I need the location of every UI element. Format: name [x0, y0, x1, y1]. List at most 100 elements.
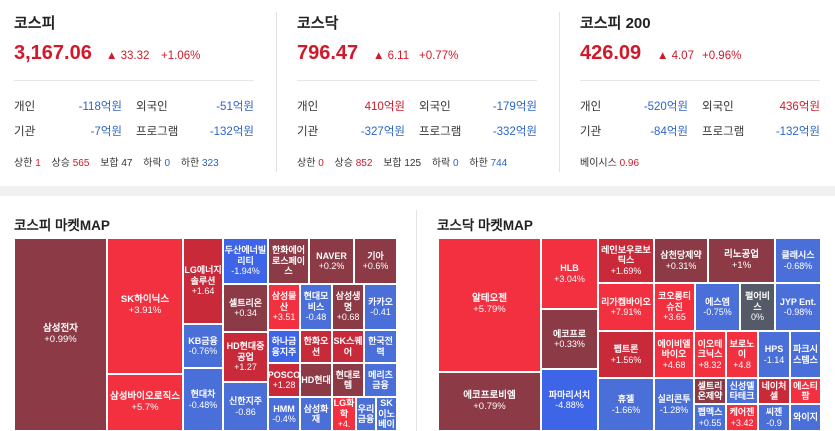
treemap-cell[interactable]: 펄어비스 0%	[740, 283, 775, 331]
treemap-cell[interactable]: HD현대중공업 +1.27	[223, 332, 268, 382]
treemap-cell[interactable]: 에코프로비엠 +0.79%	[438, 372, 541, 431]
treemap-cell[interactable]: 삼성물산 +3.51	[268, 284, 300, 330]
kospi-panel[interactable]: 코스피 3,167.06 ▲ 33.32 +1.06% 개인 -118억원 외국…	[14, 0, 264, 186]
treemap-cell[interactable]: 신한지주 -0.86	[223, 382, 268, 431]
kospi200-panel[interactable]: 코스피 200 426.09 ▲ 4.07 +0.96% 개인 -520억원 외…	[580, 0, 830, 186]
treemap-cell[interactable]: 파마리서치 -4.88%	[541, 369, 598, 431]
treemap-cell[interactable]: 휴젤 -1.66%	[598, 378, 654, 431]
flow-value: -132억원	[209, 126, 254, 138]
treemap-cell[interactable]: 와이지	[790, 404, 821, 431]
kosdaq-treemap[interactable]: 알테오젠 +5.79% 에코프로비엠 +0.79% HLB +3.04% 에코프로 +0.33…	[438, 238, 821, 431]
treemap-cell[interactable]: 신성델타테크	[726, 378, 758, 404]
breadth-label: 상한	[297, 158, 316, 169]
treemap-cell[interactable]: 에이비엘바이오 +4.68	[654, 331, 694, 378]
breadth-label: 하한	[469, 158, 488, 169]
treemap-cell[interactable]: NAVER +0.2%	[309, 238, 354, 284]
treemap-cell[interactable]: SK이노베이	[376, 397, 397, 431]
treemap-cell[interactable]: 두산에너빌리티 -1.94%	[223, 238, 268, 284]
treemap-cell[interactable]: HMM -0.4%	[268, 397, 300, 431]
treemap-cell[interactable]: HLB +3.04%	[541, 238, 598, 309]
kosdaq-price: 796.47	[297, 42, 359, 64]
treemap-cell[interactable]: 삼성생명 +0.68	[332, 284, 364, 330]
treemap-cell[interactable]: HD현대	[300, 363, 332, 397]
index-summary-section	[0, 0, 835, 186]
treemap-cell-name: 신성델타테크	[729, 380, 755, 401]
treemap-cell-change: +7.91%	[610, 307, 642, 317]
treemap-cell[interactable]: 코오롱티슈진 +3.65	[654, 283, 695, 331]
treemap-cell[interactable]: HPS -1.14	[758, 331, 790, 378]
divider	[297, 80, 537, 81]
kospi200-name[interactable]: 코스피 200	[580, 15, 651, 32]
flow-label: 외국인	[702, 101, 734, 113]
treemap-cell[interactable]: 파크시스템스	[790, 331, 821, 378]
treemap-cell[interactable]: 이오테크닉스 +8.32	[694, 331, 726, 378]
treemap-cell[interactable]: 에코프로 +0.33%	[541, 309, 598, 369]
treemap-cell[interactable]: 삼천당제약 +0.31%	[654, 238, 708, 283]
treemap-cell[interactable]: 카카오 -0.41	[364, 284, 397, 330]
treemap-cell[interactable]: 하나금융지주	[268, 330, 300, 363]
treemap-cell[interactable]: 현대로템	[332, 363, 364, 397]
treemap-cell[interactable]: 리가켐바이오 +7.91%	[598, 283, 654, 331]
kospi-pct: +1.06%	[161, 50, 201, 62]
treemap-cell[interactable]: 기아 +0.6%	[354, 238, 397, 284]
treemap-cell[interactable]: 삼성바이오로직스 +5.7%	[107, 374, 183, 431]
treemap-cell-change: +0.99%	[44, 333, 77, 345]
treemap-cell[interactable]: 현대모비스 -0.48	[300, 284, 332, 330]
treemap-cell-name: 삼성물산	[271, 291, 297, 312]
breadth-value: 0	[318, 158, 324, 169]
kospi-name[interactable]: 코스피	[14, 15, 56, 32]
treemap-cell-change: +1.27	[234, 362, 257, 373]
treemap-cell-name: 레인보우로보틱스	[601, 244, 651, 266]
treemap-cell[interactable]: LG에너지솔루션 +1.64	[183, 238, 223, 324]
treemap-cell[interactable]: 리노공업 +1%	[708, 238, 775, 283]
treemap-cell[interactable]: LG화학 +4.	[332, 397, 356, 431]
treemap-cell[interactable]: 삼성화재	[300, 397, 332, 431]
treemap-cell-name: 코오롱티슈진	[657, 291, 692, 312]
treemap-cell-name: 알테오젠	[472, 293, 507, 305]
treemap-cell-change: +4.68	[662, 359, 686, 370]
treemap-cell[interactable]: JYP Ent. -0.98%	[775, 283, 821, 331]
treemap-cell[interactable]: POSCO +1.28	[268, 363, 300, 397]
treemap-cell-name: 두산에너빌리티	[224, 245, 267, 266]
treemap-cell[interactable]: 한국전력	[364, 330, 397, 363]
treemap-cell-change: +0.6%	[362, 261, 389, 271]
treemap-cell[interactable]: 메리츠금융	[364, 363, 397, 397]
treemap-cell[interactable]: 보로노이 +4.8	[726, 331, 758, 378]
treemap-cell[interactable]: 우리금융	[356, 397, 376, 431]
treemap-cell-change: +0.68	[336, 312, 360, 323]
treemap-cell[interactable]: 에스엠 -0.75%	[695, 283, 740, 331]
kosdaq-panel[interactable]: 코스닥 796.47 ▲ 6.11 +0.77% 개인 410억원 외국인 -1…	[297, 0, 547, 186]
treemap-cell-name: NAVER	[316, 250, 347, 261]
treemap-cell[interactable]: 네이처셀	[758, 378, 790, 404]
treemap-cell[interactable]: 클래시스 -0.68%	[775, 238, 821, 283]
treemap-cell[interactable]: 셀트리온제약	[694, 378, 726, 404]
treemap-cell[interactable]: 펩멕스 +0.55	[694, 404, 726, 431]
treemap-cell[interactable]: 펩트론 +1.56%	[598, 331, 654, 378]
treemap-cell[interactable]: SK하이닉스 +3.91%	[107, 238, 183, 374]
breadth-value: 0	[453, 158, 459, 169]
breadth-value: 125	[404, 158, 422, 169]
treemap-cell[interactable]: 에스티팜	[790, 378, 821, 404]
treemap-cell-name: LG화학	[333, 398, 355, 419]
flow-label: 기관	[14, 126, 36, 138]
treemap-cell[interactable]: 씨젠 -0.9	[758, 404, 790, 431]
treemap-cell-change: -1.28%	[659, 404, 689, 415]
flow-label: 기관	[580, 126, 602, 138]
treemap-cell[interactable]: 현대차 -0.48%	[183, 368, 223, 431]
treemap-cell[interactable]: 실리콘투 -1.28%	[654, 378, 694, 431]
treemap-cell-change: +0.31%	[665, 260, 697, 271]
treemap-cell-change: +8.32	[698, 359, 722, 370]
kospi-change: ▲ 33.32	[106, 50, 149, 62]
breadth-label: 하한	[180, 158, 200, 169]
treemap-cell[interactable]: 삼성전자 +0.99%	[14, 238, 107, 431]
kosdaq-name[interactable]: 코스닥	[297, 15, 339, 32]
treemap-cell[interactable]: 케어젠 +3.42	[726, 404, 758, 431]
treemap-cell[interactable]: 한화오션	[300, 330, 332, 363]
treemap-cell[interactable]: 알테오젠 +5.79%	[438, 238, 541, 372]
treemap-cell[interactable]: 레인보우로보틱스 +1.69%	[598, 238, 654, 283]
treemap-cell[interactable]: SK스퀘어	[332, 330, 364, 363]
treemap-cell[interactable]: KB금융 -0.76%	[183, 324, 223, 368]
treemap-cell[interactable]: 셀트리온 +0.34	[223, 284, 268, 332]
treemap-cell[interactable]: 한화에어로스페이스	[268, 238, 309, 284]
kospi-treemap[interactable]: 삼성전자 +0.99% SK하이닉스 +3.91% 삼성바이오로직스 +5.7% LG에너지…	[14, 238, 397, 431]
